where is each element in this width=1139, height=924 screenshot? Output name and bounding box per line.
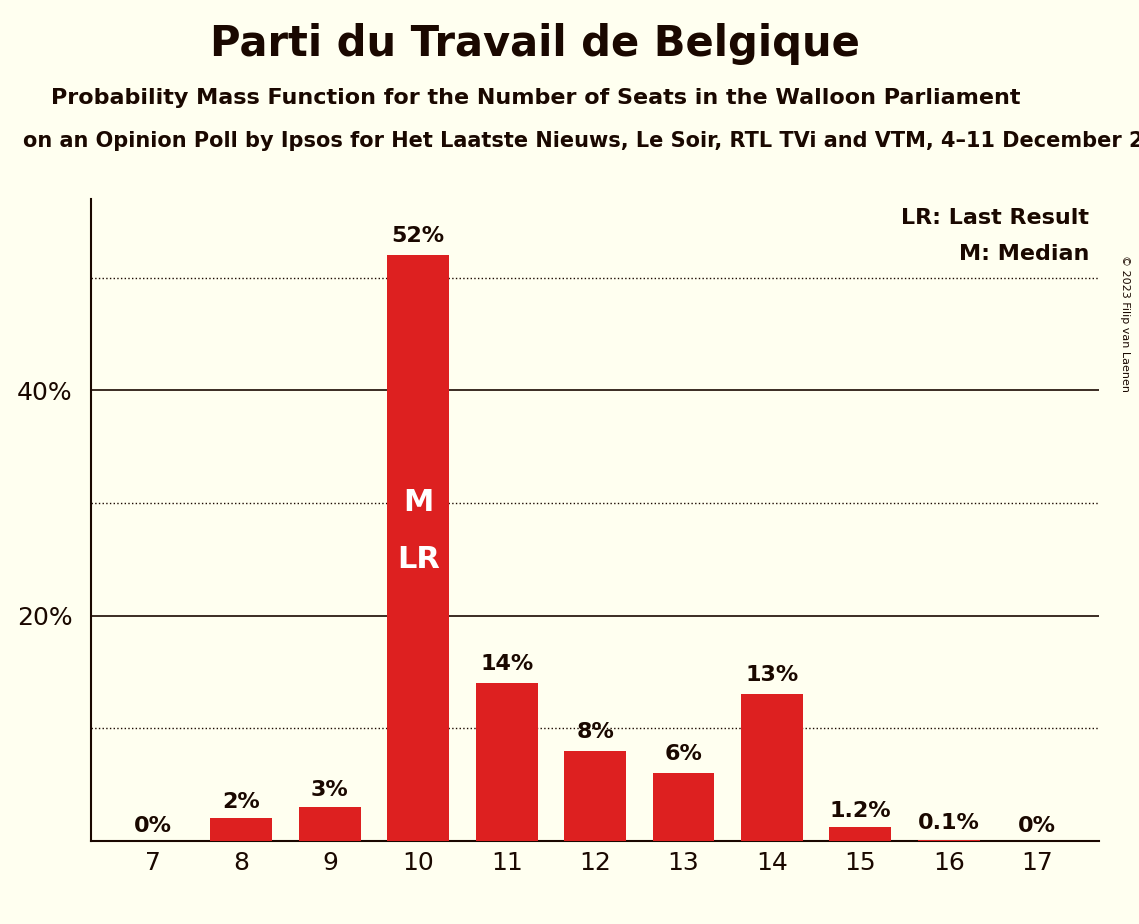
Text: LR: Last Result: LR: Last Result (901, 208, 1089, 228)
Bar (741, 694, 803, 841)
Text: © 2023 Filip van Laenen: © 2023 Filip van Laenen (1121, 255, 1130, 392)
Text: Probability Mass Function for the Number of Seats in the Walloon Parliament: Probability Mass Function for the Number… (50, 88, 1021, 108)
Bar (476, 683, 538, 841)
Text: on an Opinion Poll by Ipsos for Het Laatste Nieuws, Le Soir, RTL TVi and VTM, 4–: on an Opinion Poll by Ipsos for Het Laat… (23, 131, 1139, 152)
Text: LR: LR (396, 544, 440, 574)
Text: Parti du Travail de Belgique: Parti du Travail de Belgique (211, 23, 860, 65)
Bar (564, 750, 626, 841)
Text: M: M (403, 489, 434, 517)
Text: 13%: 13% (745, 665, 798, 686)
Text: M: Median: M: Median (959, 244, 1089, 263)
Text: 0%: 0% (1018, 816, 1056, 836)
Text: 6%: 6% (665, 744, 703, 764)
Text: 14%: 14% (480, 654, 533, 675)
Text: 3%: 3% (311, 780, 349, 800)
Text: 0%: 0% (134, 816, 172, 836)
Bar (298, 807, 361, 841)
Bar (387, 255, 449, 841)
Bar (829, 827, 892, 841)
Text: 52%: 52% (392, 226, 445, 246)
Bar (918, 840, 980, 841)
Text: 1.2%: 1.2% (829, 800, 891, 821)
Bar (653, 773, 714, 841)
Text: 2%: 2% (222, 792, 261, 811)
Bar (211, 819, 272, 841)
Text: 0.1%: 0.1% (918, 813, 980, 833)
Text: 8%: 8% (576, 722, 614, 742)
